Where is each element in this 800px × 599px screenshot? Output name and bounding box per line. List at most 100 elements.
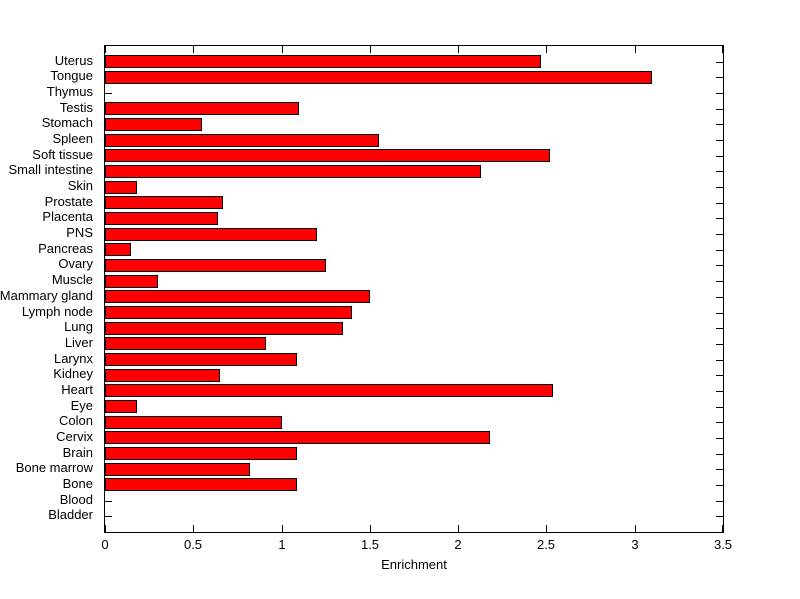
- bar-spleen: [105, 134, 379, 147]
- bar-bone-marrow: [105, 463, 250, 476]
- x-axis-tick-labels: 0 0.5 1 1.5 2 2.5 3 3.5: [101, 537, 732, 553]
- y-tick-left: [105, 501, 112, 502]
- y-tick-right: [716, 313, 723, 314]
- y-tick-label: Pancreas: [38, 241, 93, 256]
- bar-colon: [105, 416, 282, 429]
- y-tick-label: Small intestine: [8, 162, 93, 177]
- bar-placenta: [105, 212, 218, 225]
- y-tick-label: Kidney: [53, 366, 93, 381]
- x-tick-label: 0: [101, 537, 109, 552]
- bar-small-intestine: [105, 165, 481, 178]
- x-tick-label: 0.5: [183, 537, 203, 552]
- bar-kidney: [105, 369, 220, 382]
- x-tick-top: [635, 46, 636, 53]
- y-tick-label: Stomach: [41, 115, 93, 130]
- y-tick-right: [716, 265, 723, 266]
- bar-mammary-gland: [105, 290, 370, 303]
- y-tick-right: [716, 454, 723, 455]
- y-tick-right: [716, 407, 723, 408]
- y-tick-right: [716, 391, 723, 392]
- y-tick-label: Tongue: [50, 68, 93, 83]
- bar-muscle: [105, 275, 158, 288]
- y-tick-right: [716, 250, 723, 251]
- y-axis-labels: Uterus Tongue Thymus Testis Stomach Spleen Sof…: [0, 45, 98, 533]
- y-tick-label: Heart: [61, 382, 93, 397]
- y-tick-label: Prostate: [44, 194, 93, 209]
- y-tick-right: [716, 218, 723, 219]
- y-tick-label: Lung: [64, 319, 93, 334]
- x-tick-bottom: [282, 525, 283, 532]
- y-tick-label: Eye: [70, 398, 93, 413]
- y-tick-right: [716, 422, 723, 423]
- x-axis-title: Enrichment: [381, 557, 447, 572]
- y-tick-right: [716, 485, 723, 486]
- x-tick-bottom: [458, 525, 459, 532]
- y-tick-label: Cervix: [56, 429, 93, 444]
- bar-cervix: [105, 431, 490, 444]
- y-tick-right: [716, 171, 723, 172]
- bar-soft-tissue: [105, 149, 550, 162]
- x-tick-top: [722, 46, 723, 53]
- y-tick-right: [716, 140, 723, 141]
- x-tick-label: 1: [278, 537, 286, 552]
- x-tick-top: [546, 46, 547, 53]
- y-tick-label: PNS: [66, 225, 93, 240]
- y-tick-label: Placenta: [42, 209, 93, 224]
- y-tick-right: [716, 187, 723, 188]
- y-tick-right: [716, 469, 723, 470]
- x-tick-top: [458, 46, 459, 53]
- y-tick-label: Mammary gland: [0, 288, 93, 303]
- x-tick-top: [370, 46, 371, 53]
- x-tick-bottom: [722, 525, 723, 532]
- bar-stomach: [105, 118, 202, 131]
- bar-ovary: [105, 259, 326, 272]
- y-tick-right: [716, 203, 723, 204]
- y-tick-label: Bladder: [48, 507, 93, 522]
- y-tick-label: Muscle: [51, 272, 93, 287]
- bar-tongue: [105, 71, 652, 84]
- y-tick-label: Soft tissue: [32, 147, 93, 162]
- x-tick-top: [193, 46, 194, 53]
- y-tick-label: Larynx: [53, 351, 93, 366]
- y-tick-label: Thymus: [46, 84, 93, 99]
- y-tick-label: Lymph node: [21, 304, 93, 319]
- y-tick-label: Bone: [62, 476, 93, 491]
- bar-larynx: [105, 353, 297, 366]
- y-tick-label: Bone marrow: [15, 460, 93, 475]
- bar-liver: [105, 337, 266, 350]
- x-tick-bottom: [193, 525, 194, 532]
- x-tick-bottom: [105, 525, 106, 532]
- x-tick-label: 3: [631, 537, 639, 552]
- x-tick-bottom: [546, 525, 547, 532]
- bar-eye: [105, 400, 137, 413]
- y-tick-label: Skin: [67, 178, 93, 193]
- y-tick-label: Testis: [59, 100, 93, 115]
- x-tick-label: 3.5: [713, 537, 733, 552]
- y-tick-right: [716, 234, 723, 235]
- bar-lung: [105, 322, 343, 335]
- y-tick-label: Blood: [59, 492, 93, 507]
- y-tick-right: [716, 516, 723, 517]
- y-tick-label: Colon: [59, 413, 93, 428]
- y-tick-label: Spleen: [52, 131, 93, 146]
- y-tick-right: [716, 328, 723, 329]
- y-tick-right: [716, 344, 723, 345]
- x-tick-label: 2.5: [536, 537, 556, 552]
- bar-lymph-node: [105, 306, 352, 319]
- x-tick-bottom: [635, 525, 636, 532]
- y-tick-label: Uterus: [54, 53, 93, 68]
- y-tick-right: [716, 62, 723, 63]
- y-tick-right: [716, 156, 723, 157]
- y-tick-left: [105, 93, 112, 94]
- bar-brain: [105, 447, 297, 460]
- bar-bone: [105, 478, 297, 491]
- bar-uterus: [105, 55, 541, 68]
- y-tick-right: [716, 93, 723, 94]
- bar-pns: [105, 228, 317, 241]
- y-tick-right: [716, 109, 723, 110]
- bar-prostate: [105, 196, 223, 209]
- bar-skin: [105, 181, 137, 194]
- y-tick-label: Ovary: [58, 256, 93, 271]
- y-tick-label: Liver: [64, 335, 93, 350]
